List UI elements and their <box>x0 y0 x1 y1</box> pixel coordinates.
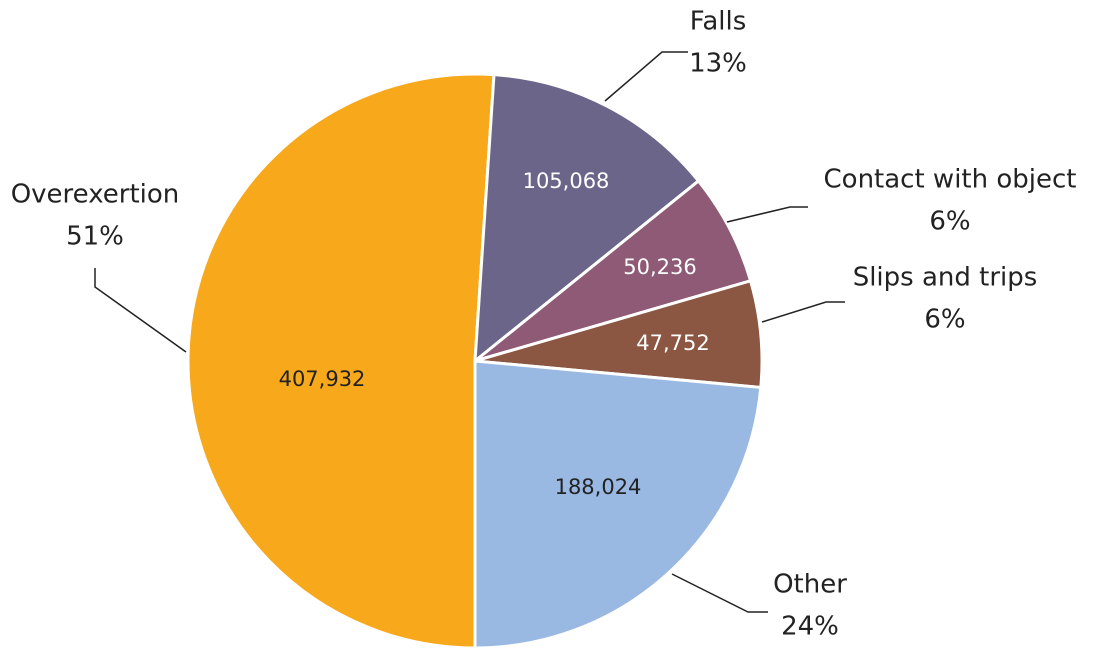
percent-label: 6% <box>929 207 970 237</box>
category-label: Other <box>773 570 847 600</box>
value-label: 188,024 <box>555 475 642 499</box>
percent-label: 6% <box>924 305 965 335</box>
percent-label: 13% <box>689 49 747 79</box>
pie-slice <box>473 359 763 648</box>
value-label: 105,068 <box>523 169 610 193</box>
leader-line <box>94 268 187 353</box>
pie-slice <box>186 72 496 648</box>
category-label: Contact with object <box>824 165 1077 195</box>
pie-slice <box>473 73 700 363</box>
category-label: Slips and trips <box>853 263 1038 293</box>
value-label: 47,752 <box>636 331 709 355</box>
leader-line <box>604 51 688 102</box>
category-label: Overexertion <box>11 180 180 210</box>
leader-line <box>671 573 768 613</box>
pie-slice <box>473 179 753 363</box>
leader-line <box>761 301 845 323</box>
value-label: 407,932 <box>279 367 366 391</box>
leader-line <box>726 206 808 223</box>
percent-label: 51% <box>66 222 124 252</box>
value-label: 50,236 <box>623 255 696 279</box>
category-label: Falls <box>690 7 747 37</box>
percent-label: 24% <box>781 612 839 642</box>
